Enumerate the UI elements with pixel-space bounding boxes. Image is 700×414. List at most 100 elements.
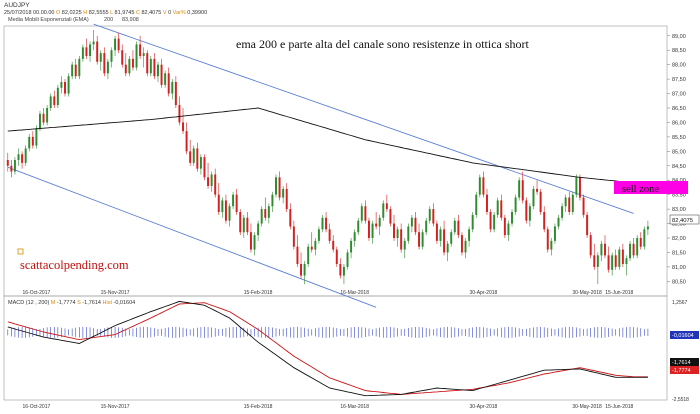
- candle-body: [596, 255, 599, 267]
- candle-body: [378, 217, 381, 227]
- candle-body: [353, 232, 356, 241]
- candle-body: [103, 53, 106, 74]
- y-tick-label: 85,50: [672, 135, 686, 141]
- candle-body: [153, 58, 156, 77]
- candle-body: [403, 240, 406, 250]
- candle-body: [282, 188, 285, 198]
- hist-value-badge: [670, 331, 699, 339]
- candle-body: [114, 38, 117, 51]
- ema-label: Media Mobili Esponenziali (EMA): [8, 17, 89, 23]
- candle-body: [475, 194, 478, 215]
- candle-body: [196, 148, 199, 169]
- y-tick-label: 81,00: [672, 265, 686, 271]
- candle-body: [607, 255, 610, 270]
- macd-lines: [7, 300, 648, 397]
- candle-body: [414, 217, 417, 233]
- candle-body: [53, 96, 56, 106]
- candle-body: [539, 191, 542, 212]
- candle-body: [393, 223, 395, 238]
- y-tick-label: 82,50: [672, 222, 686, 228]
- candle-body: [81, 47, 84, 59]
- price-axis: 89,00 88,50 88,00 87,50 87,00 86,50 86,00 85,50…: [667, 34, 686, 285]
- candle-body: [56, 87, 59, 106]
- candle-body: [453, 220, 456, 233]
- candle-body: [564, 197, 567, 207]
- candle-body: [146, 53, 149, 74]
- ema200-line: [7, 107, 648, 184]
- price-x-tick-label: 30-May-2018: [572, 290, 602, 296]
- candle-body: [561, 206, 564, 218]
- candle-body: [296, 246, 299, 264]
- candle-body: [568, 197, 571, 212]
- candle-body: [203, 157, 206, 178]
- macd-x-tick-label: 30-May-2018: [572, 404, 602, 410]
- candle-body: [167, 73, 170, 94]
- candle-body: [446, 243, 449, 253]
- candle-body: [139, 44, 142, 56]
- candle-body: [106, 61, 109, 74]
- macd-x-tick-label: 16-Oct-2017: [22, 404, 50, 410]
- y-tick-label: 84,50: [672, 164, 686, 170]
- candle-body: [160, 64, 163, 85]
- candle-body: [42, 113, 45, 123]
- y-tick-label: 83,00: [672, 207, 686, 213]
- candle-body: [410, 217, 413, 227]
- macd-x-tick-label: 15-Feb-2018: [244, 404, 273, 410]
- candle-body: [242, 217, 245, 233]
- candle-body: [396, 229, 399, 238]
- price-x-tick-label: 16-Mar-2018: [340, 290, 369, 296]
- candle-body: [89, 44, 92, 56]
- price-channel: [7, 23, 634, 308]
- candle-body: [421, 232, 424, 247]
- candle-body: [521, 180, 524, 201]
- ema-value: 83,908: [122, 17, 139, 23]
- candle-body: [21, 154, 24, 163]
- candle-body: [13, 160, 16, 172]
- candle-body: [189, 151, 192, 163]
- candle-body: [418, 232, 421, 247]
- candle-body: [518, 180, 521, 198]
- candle-body: [142, 53, 145, 56]
- ema-annotation: ema 200 e parte alta del canale sono res…: [236, 37, 530, 51]
- candle-body: [382, 203, 385, 218]
- candle-body: [646, 226, 649, 230]
- candle-body: [249, 232, 252, 250]
- macd-axis: 1,2567 -2,5518: [672, 300, 689, 403]
- candle-body: [450, 232, 453, 244]
- candle-body: [443, 229, 446, 253]
- macd-x-tick-label: 30-Apr-2018: [470, 404, 498, 410]
- y-tick-label: 85,00: [672, 149, 686, 155]
- candle-body: [292, 226, 295, 247]
- candle-body: [604, 243, 606, 256]
- candle-body: [300, 264, 303, 276]
- candle-body: [49, 96, 52, 108]
- signal-line: [7, 302, 648, 395]
- candle-body: [128, 58, 131, 74]
- candle-body: [210, 174, 213, 186]
- candle-body: [239, 212, 242, 233]
- candle-body: [92, 41, 95, 45]
- macd-y-tick-label: -2,5518: [672, 397, 689, 403]
- candle-body: [385, 203, 388, 210]
- candle-body: [207, 177, 210, 186]
- candle-body: [553, 226, 556, 241]
- candle-body: [342, 266, 345, 276]
- candle-body: [124, 64, 127, 74]
- ema200-path: [7, 107, 648, 184]
- candle-body: [360, 206, 363, 221]
- candle-body: [536, 188, 539, 192]
- candle-body: [468, 229, 471, 241]
- candle-body: [557, 217, 560, 227]
- candle-body: [60, 82, 63, 88]
- candle-body: [543, 212, 546, 230]
- y-tick-label: 82,00: [672, 236, 686, 242]
- candle-body: [164, 73, 167, 85]
- candle-body: [264, 209, 267, 218]
- candle-body: [625, 258, 628, 264]
- hist-badge-text: -0,01604: [672, 333, 694, 339]
- candle-body: [364, 206, 367, 221]
- candle-body: [482, 177, 485, 195]
- candle-body: [253, 235, 256, 250]
- candle-body: [214, 174, 217, 195]
